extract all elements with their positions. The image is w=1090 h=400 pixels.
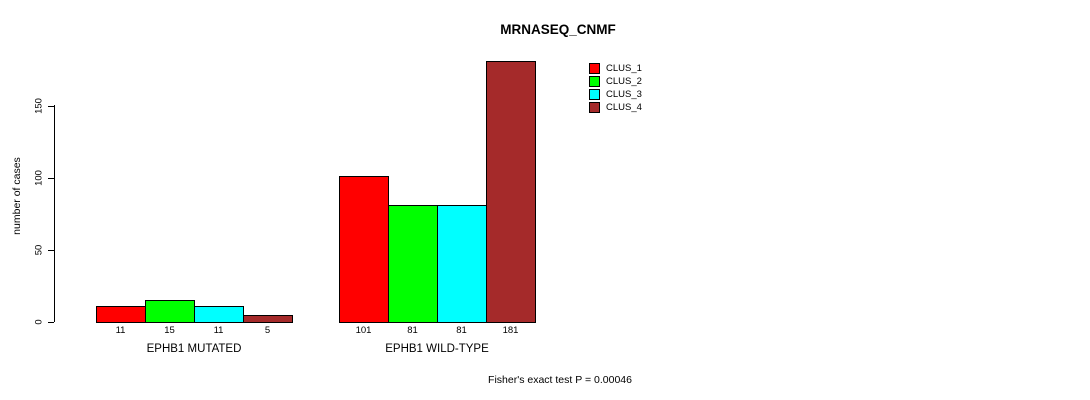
bar-value-label: 81 bbox=[456, 325, 467, 336]
bar-clus_4-wild-type bbox=[486, 60, 536, 323]
bar-value-label: 101 bbox=[355, 325, 372, 336]
bar-clus_2-mutated bbox=[145, 300, 195, 323]
bar-value-label: 81 bbox=[407, 325, 418, 336]
y-tick-mark bbox=[48, 249, 54, 251]
y-tick-label: 100 bbox=[33, 169, 45, 186]
bar-value-label: 15 bbox=[164, 325, 175, 336]
legend: CLUS_1 CLUS_2 CLUS_3 CLUS_4 bbox=[589, 62, 642, 114]
legend-swatch-clus_2 bbox=[589, 76, 600, 87]
y-tick-label: 0 bbox=[33, 319, 45, 325]
category-label: EPHB1 WILD-TYPE bbox=[385, 343, 489, 355]
bar-clus_1-wild-type bbox=[339, 176, 389, 323]
bar-clus_2-wild-type bbox=[388, 205, 438, 323]
y-axis-title: number of cases bbox=[11, 157, 23, 235]
y-tick-label: 150 bbox=[33, 97, 45, 114]
chart-title: MRNASEQ_CNMF bbox=[500, 22, 616, 37]
bar-clus_3-mutated bbox=[194, 306, 244, 323]
bar-value-label: 11 bbox=[115, 325, 126, 336]
legend-label: CLUS_4 bbox=[606, 102, 642, 113]
bar-value-label: 11 bbox=[213, 325, 224, 336]
bar-clus_1-mutated bbox=[96, 306, 146, 323]
legend-row: CLUS_4 bbox=[589, 101, 642, 114]
legend-label: CLUS_1 bbox=[606, 63, 642, 74]
legend-swatch-clus_1 bbox=[589, 63, 600, 74]
y-tick-label: 50 bbox=[33, 244, 45, 256]
bar-value-label: 5 bbox=[264, 325, 271, 336]
bar-clus_4-mutated bbox=[243, 314, 293, 323]
legend-label: CLUS_2 bbox=[606, 76, 642, 87]
y-axis-line bbox=[54, 105, 55, 322]
category-label: EPHB1 MUTATED bbox=[146, 343, 242, 355]
legend-row: CLUS_1 bbox=[589, 62, 642, 75]
fisher-test-annotation: Fisher's exact test P = 0.00046 bbox=[488, 374, 632, 386]
bar-clus_3-wild-type bbox=[437, 205, 487, 323]
y-tick-mark bbox=[48, 322, 54, 323]
legend-swatch-clus_3 bbox=[589, 89, 600, 100]
y-tick-mark bbox=[48, 177, 54, 179]
y-tick-mark bbox=[48, 105, 54, 107]
legend-label: CLUS_3 bbox=[606, 89, 642, 100]
bar-value-label: 181 bbox=[502, 325, 519, 336]
legend-row: CLUS_3 bbox=[589, 88, 642, 101]
legend-row: CLUS_2 bbox=[589, 75, 642, 88]
legend-swatch-clus_4 bbox=[589, 102, 600, 113]
